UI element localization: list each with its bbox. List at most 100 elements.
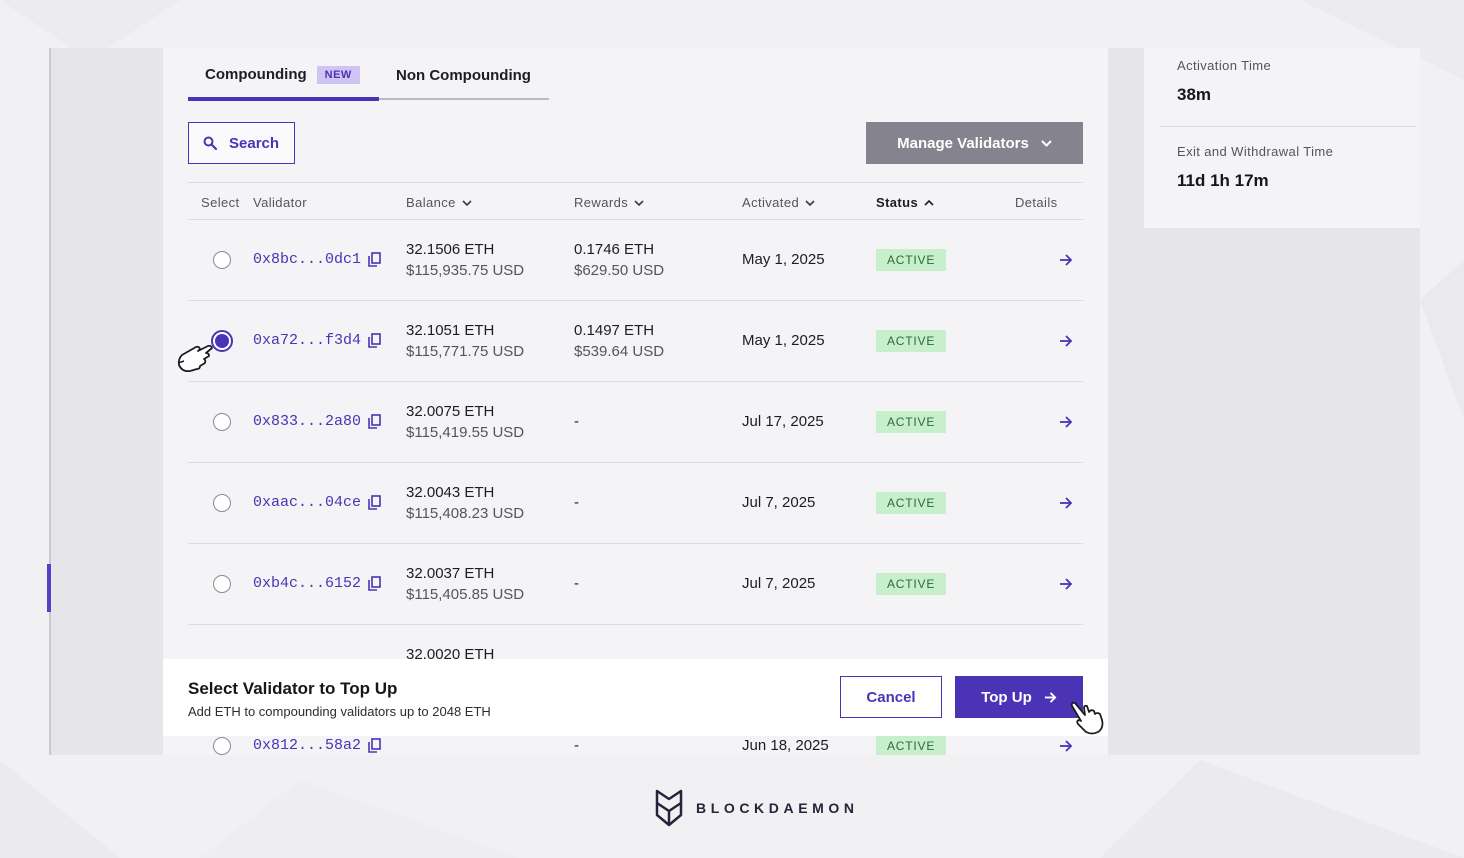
validator-address-link[interactable]: 0xa72...f3d4 <box>253 332 381 349</box>
tab-compounding-label: Compounding <box>205 66 307 83</box>
hand-cursor-icon <box>177 344 213 373</box>
header-status[interactable]: Status <box>876 195 934 210</box>
activated-date: Jul 7, 2025 <box>742 575 816 592</box>
rewards-cell: 0.1497 ETH $539.64 USD <box>574 322 665 360</box>
exit-withdrawal-time: Exit and Withdrawal Time 11d 1h 17m <box>1144 127 1420 205</box>
status-badge: ACTIVE <box>876 492 947 514</box>
status-badge: ACTIVE <box>876 735 947 755</box>
copy-icon[interactable] <box>368 738 381 753</box>
header-balance[interactable]: Balance <box>406 195 472 210</box>
activated-date: May 1, 2025 <box>742 332 825 349</box>
arrow-right-icon[interactable] <box>1059 415 1073 429</box>
select-radio-checked[interactable] <box>211 330 233 352</box>
table-row[interactable]: 0xa72...f3d4 32.1051 ETH $115,771.75 USD … <box>188 301 1083 382</box>
table-row[interactable]: 0x833...2a80 32.0075 ETH $115,419.55 USD … <box>188 382 1083 463</box>
activation-time-value: 38m <box>1177 85 1212 104</box>
search-label: Search <box>229 134 280 152</box>
action-bar-title: Select Validator to Top Up <box>188 679 398 698</box>
blockdaemon-logo-icon <box>655 789 683 827</box>
hand-cursor-icon <box>1070 701 1104 735</box>
search-icon <box>203 136 217 150</box>
chevron-up-icon <box>924 199 934 206</box>
header-activated[interactable]: Activated <box>742 195 815 210</box>
activated-date: Jul 17, 2025 <box>742 413 824 430</box>
validators-card: Compounding NEW Non Compounding Search M… <box>163 48 1108 755</box>
left-rail <box>49 48 51 755</box>
balance-cell: 32.1506 ETH $115,935.75 USD <box>406 241 525 279</box>
validator-address-link[interactable]: 0x833...2a80 <box>253 413 381 430</box>
arrow-right-icon[interactable] <box>1059 739 1073 753</box>
select-radio[interactable] <box>213 494 231 512</box>
manage-validators-label: Manage Validators <box>897 134 1029 152</box>
top-up-action-bar: Select Validator to Top Up Add ETH to co… <box>163 659 1108 736</box>
timing-panel: Activation Time 38m Exit and Withdrawal … <box>1144 48 1420 228</box>
brand-logo: BLOCKDAEMON <box>654 789 859 827</box>
cancel-button[interactable]: Cancel <box>840 676 942 718</box>
select-radio[interactable] <box>213 251 231 269</box>
search-button[interactable]: Search <box>188 122 295 164</box>
table-row[interactable]: 0xaac...04ce 32.0043 ETH $115,408.23 USD … <box>188 463 1083 544</box>
activated-date: Jul 7, 2025 <box>742 494 816 511</box>
table-row[interactable]: 0x8bc...0dc1 32.1506 ETH $115,935.75 USD … <box>188 220 1083 301</box>
copy-icon[interactable] <box>368 495 381 510</box>
balance-cell: 32.0020 ETH <box>406 646 495 663</box>
tab-non-compounding-label: Non Compounding <box>396 66 531 84</box>
exit-time-label: Exit and Withdrawal Time <box>1177 144 1334 159</box>
select-radio[interactable] <box>213 413 231 431</box>
balance-cell: 32.0075 ETH $115,419.55 USD <box>406 403 525 441</box>
validator-address-link[interactable]: 0xaac...04ce <box>253 494 381 511</box>
balance-cell: 32.0037 ETH $115,405.85 USD <box>406 565 525 603</box>
rewards-cell: - <box>574 413 579 430</box>
status-badge: ACTIVE <box>876 330 947 352</box>
arrow-right-icon[interactable] <box>1059 334 1073 348</box>
chevron-down-icon <box>462 199 472 206</box>
validators-table: Select Validator Balance Rewards Activat… <box>188 182 1083 755</box>
top-up-label: Top Up <box>981 688 1032 706</box>
validator-address-link[interactable]: 0x812...58a2 <box>253 737 381 754</box>
header-select: Select <box>201 195 240 210</box>
validator-address-link[interactable]: 0xb4c...6152 <box>253 575 381 592</box>
copy-icon[interactable] <box>368 252 381 267</box>
copy-icon[interactable] <box>368 576 381 591</box>
rewards-cell: 0.1746 ETH $629.50 USD <box>574 241 665 279</box>
select-radio[interactable] <box>213 575 231 593</box>
chevron-down-icon <box>1041 139 1052 147</box>
new-badge: NEW <box>316 65 360 84</box>
chevron-down-icon <box>634 199 644 206</box>
status-badge: ACTIVE <box>876 573 947 595</box>
brand-name: BLOCKDAEMON <box>696 800 859 816</box>
arrow-right-icon[interactable] <box>1059 253 1073 267</box>
table-header: Select Validator Balance Rewards Activat… <box>188 182 1083 220</box>
balance-cell: 32.1051 ETH $115,771.75 USD <box>406 322 525 360</box>
activated-date: Jun 18, 2025 <box>742 737 829 754</box>
header-details: Details <box>1015 195 1058 210</box>
tab-compounding[interactable]: Compounding NEW <box>188 62 379 101</box>
activation-time: Activation Time 38m <box>1144 48 1420 126</box>
exit-time-value: 11d 1h 17m <box>1177 171 1269 190</box>
manage-validators-button[interactable]: Manage Validators <box>866 122 1083 164</box>
left-rail-active-indicator <box>47 564 51 612</box>
top-up-button[interactable]: Top Up <box>955 676 1083 718</box>
arrow-right-icon <box>1044 691 1057 703</box>
rewards-cell: - <box>574 494 579 511</box>
select-radio[interactable] <box>213 737 231 755</box>
validator-address-link[interactable]: 0x8bc...0dc1 <box>253 251 381 268</box>
rewards-cell: - <box>574 737 579 754</box>
arrow-right-icon[interactable] <box>1059 577 1073 591</box>
activated-date: May 1, 2025 <box>742 251 825 268</box>
activation-time-label: Activation Time <box>1177 58 1272 73</box>
arrow-right-icon[interactable] <box>1059 496 1073 510</box>
tab-non-compounding[interactable]: Non Compounding <box>379 62 531 98</box>
status-badge: ACTIVE <box>876 249 947 271</box>
copy-icon[interactable] <box>368 414 381 429</box>
tabs: Compounding NEW Non Compounding <box>188 62 549 101</box>
table-row[interactable]: 0xb4c...6152 32.0037 ETH $115,405.85 USD … <box>188 544 1083 625</box>
balance-cell: 32.0043 ETH $115,408.23 USD <box>406 484 525 522</box>
header-rewards[interactable]: Rewards <box>574 195 644 210</box>
rewards-cell: - <box>574 575 579 592</box>
divider <box>1160 126 1416 127</box>
table-row[interactable]: 0x812...58a2 - Jun 18, 2025 ACTIVE <box>188 706 1083 755</box>
action-bar-subtitle: Add ETH to compounding validators up to … <box>188 704 491 719</box>
copy-icon[interactable] <box>368 333 381 348</box>
